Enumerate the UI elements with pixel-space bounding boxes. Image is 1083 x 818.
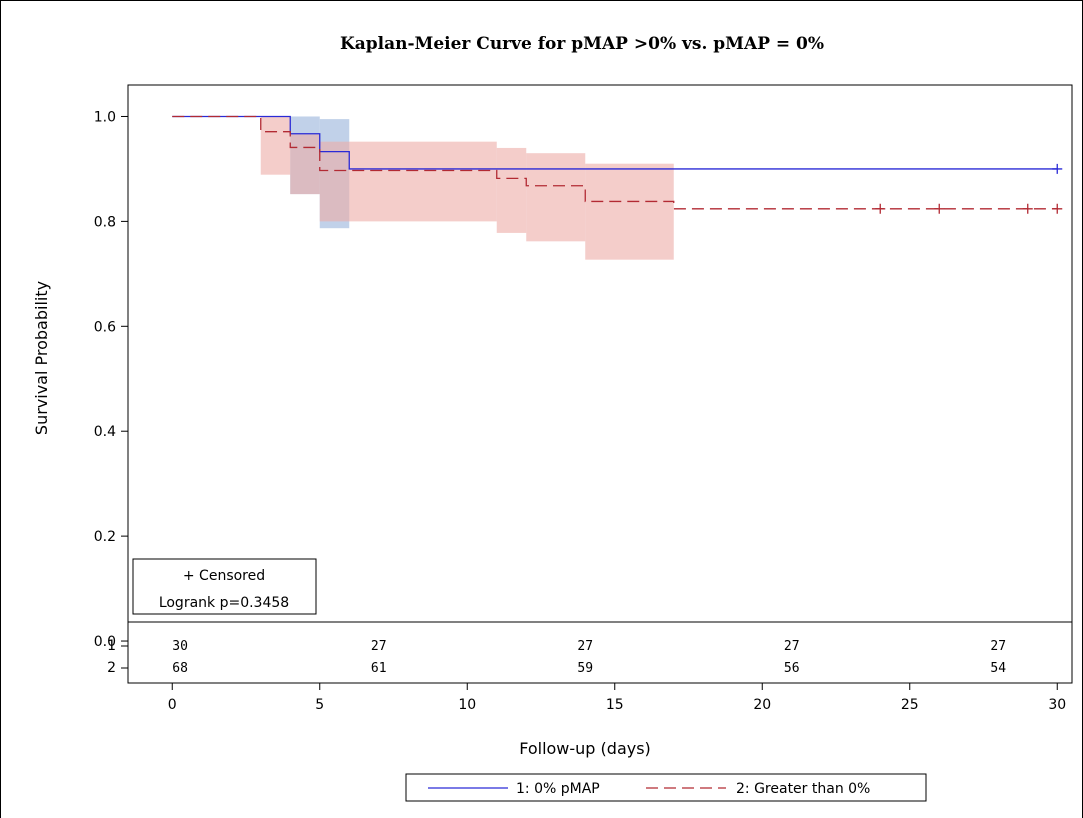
at-risk-count-series-1: 27 (784, 639, 800, 654)
survival-curve-series-2 (172, 115, 1058, 210)
y-tick-label: 1.0 (94, 109, 116, 125)
logrank-label: Logrank p=0.3458 (159, 595, 289, 611)
y-axis: 0.0 0.2 0.4 0.6 0.8 1.0 (94, 109, 128, 650)
x-axis-label: Follow-up (days) (519, 739, 651, 758)
inset-legend-box (132, 558, 317, 615)
legend-label-series-1: 1: 0% pMAP (516, 781, 600, 797)
at-risk-count-series-2: 54 (990, 661, 1006, 676)
at-risk-row-label: 1 (107, 638, 116, 654)
ci-band-segment-series-2 (496, 147, 527, 233)
at-risk-table: 1 30 27 27 27 27 2 68 61 59 56 54 (107, 638, 1006, 676)
x-tick-label: 5 (315, 697, 324, 713)
legend: 1: 0% pMAP 2: Greater than 0% (405, 773, 927, 802)
legend-label-series-2: 2: Greater than 0% (736, 781, 870, 797)
survival-curve-series-1 (172, 115, 1058, 170)
y-tick-label: 0.4 (94, 424, 116, 440)
censor-mark-series-1 (1052, 163, 1063, 174)
at-risk-row-label: 2 (107, 660, 116, 676)
x-tick-label: 30 (1048, 697, 1066, 713)
plot-area-frame (127, 84, 1073, 684)
ci-band-segment-series-2 (526, 153, 586, 242)
at-risk-count-series-1: 30 (172, 639, 188, 654)
x-tick-label: 15 (606, 697, 624, 713)
censor-mark-series-2 (875, 203, 886, 214)
inset-legend: + Censored Logrank p=0.3458 (132, 558, 317, 615)
at-risk-count-series-1: 27 (371, 639, 387, 654)
x-tick-label: 0 (168, 697, 177, 713)
at-risk-count-series-1: 27 (577, 639, 593, 654)
at-risk-count-series-2: 56 (784, 661, 800, 676)
y-tick-label: 0.2 (94, 529, 116, 545)
ci-band-segment-series-2 (290, 134, 320, 195)
x-tick-label: 25 (901, 697, 919, 713)
at-risk-count-series-2: 68 (172, 661, 188, 676)
ci-band-segment-series-2 (585, 163, 674, 260)
at-risk-count-series-2: 61 (371, 661, 387, 676)
x-tick-label: 20 (753, 697, 771, 713)
y-tick-label: 0.0 (94, 634, 116, 650)
censor-marks (875, 163, 1063, 214)
chart-title: Kaplan-Meier Curve for pMAP >0% vs. pMAP… (340, 34, 824, 54)
survival-curves (172, 115, 1058, 210)
ci-band-segment-series-2 (319, 141, 497, 222)
y-axis-label: Survival Probability (32, 281, 51, 435)
censored-legend-label: + Censored (183, 568, 265, 584)
censor-mark-series-2 (934, 203, 945, 214)
at-risk-count-series-2: 59 (577, 661, 593, 676)
censor-mark-series-2 (1052, 203, 1063, 214)
confidence-bands (260, 116, 674, 260)
x-axis: 0 5 10 15 20 25 30 (168, 683, 1066, 713)
x-tick-label: 10 (458, 697, 476, 713)
censor-mark-series-2 (1022, 203, 1033, 214)
at-risk-count-series-1: 27 (990, 639, 1006, 654)
y-tick-label: 0.6 (94, 319, 116, 335)
y-tick-label: 0.8 (94, 214, 116, 230)
ci-band-segment-series-2 (260, 116, 291, 175)
